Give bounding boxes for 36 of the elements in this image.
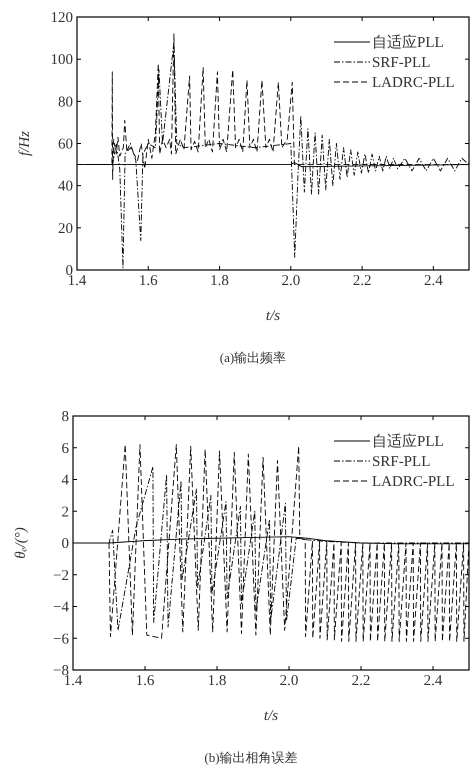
- ytick: 4: [62, 472, 69, 488]
- legend-label: SRF-PLL: [372, 55, 430, 71]
- legend-label: 自适应PLL: [372, 434, 444, 450]
- ytick: 20: [58, 220, 73, 237]
- ylabel: θₑ/(°): [13, 527, 29, 559]
- xtick: 2.2: [352, 673, 370, 689]
- xtick: 1.8: [208, 673, 226, 689]
- legend-label: SRF-PLL: [372, 454, 430, 470]
- legend-label: LADRC-PLL: [372, 474, 454, 490]
- ytick: −2: [53, 568, 69, 584]
- xlabel: t/s: [266, 308, 280, 324]
- ytick: 8: [62, 409, 69, 425]
- ytick: 60: [58, 136, 73, 152]
- ytick: 0: [62, 536, 69, 552]
- xlabel: t/s: [264, 708, 278, 724]
- xtick: 2.0: [281, 273, 300, 289]
- ytick: −4: [53, 600, 69, 616]
- xtick: 1.8: [210, 273, 229, 289]
- ytick: 80: [58, 94, 73, 110]
- ytick: 40: [58, 178, 73, 195]
- caption: (b)输出相角误差: [204, 750, 298, 765]
- ytick: 100: [50, 52, 73, 68]
- ylabel: f/Hz: [17, 131, 33, 156]
- ytick: 6: [62, 440, 69, 457]
- ytick: 120: [50, 10, 73, 26]
- xtick: 2.4: [424, 273, 443, 289]
- xtick: 2.4: [424, 673, 442, 689]
- xtick: 2.2: [352, 273, 372, 289]
- legend-label: LADRC-PLL: [372, 75, 454, 91]
- ytick: 2: [62, 504, 69, 520]
- ytick: −6: [53, 631, 69, 648]
- legend-label: 自适应PLL: [372, 35, 444, 51]
- xtick: 2.0: [280, 673, 298, 689]
- xtick: 1.6: [138, 273, 158, 289]
- xtick: 1.6: [136, 673, 154, 689]
- caption: (a)输出频率: [220, 350, 286, 365]
